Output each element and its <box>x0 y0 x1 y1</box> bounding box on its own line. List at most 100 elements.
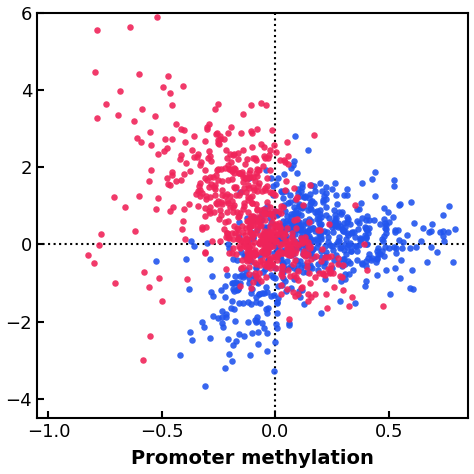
Point <box>316 210 324 218</box>
Point <box>310 254 318 261</box>
Point <box>161 135 169 143</box>
Point <box>235 242 242 250</box>
Point <box>331 217 339 224</box>
Point <box>323 304 331 312</box>
Point <box>236 300 243 307</box>
Point <box>202 192 210 200</box>
Point <box>280 274 287 282</box>
Point <box>222 313 230 320</box>
Point <box>212 199 220 207</box>
Point <box>221 218 229 226</box>
Point <box>436 228 444 236</box>
Point <box>329 228 337 236</box>
Point <box>254 167 262 174</box>
Point <box>234 149 242 157</box>
Point <box>258 319 265 327</box>
Point <box>253 318 260 326</box>
Point <box>262 241 269 249</box>
Point <box>259 268 266 276</box>
Point <box>412 244 420 251</box>
Point <box>295 239 303 246</box>
Point <box>262 283 270 291</box>
Point <box>229 152 237 159</box>
Point <box>319 258 327 265</box>
Point <box>409 266 416 273</box>
Point <box>223 190 231 198</box>
Point <box>296 192 304 200</box>
Point <box>247 101 255 109</box>
Point <box>266 255 274 263</box>
Point <box>376 220 383 228</box>
Point <box>348 293 356 301</box>
Point <box>293 240 301 248</box>
Point <box>252 272 259 280</box>
Point <box>201 204 209 211</box>
Point <box>217 165 225 173</box>
Point <box>257 99 264 106</box>
Point <box>282 237 289 245</box>
Point <box>248 199 256 207</box>
Point <box>346 239 354 246</box>
Point <box>309 225 317 232</box>
Point <box>264 251 271 258</box>
Point <box>194 202 201 210</box>
Point <box>244 254 251 261</box>
Point <box>253 173 261 180</box>
Point <box>258 232 266 239</box>
Point <box>319 199 327 206</box>
Point <box>263 198 271 205</box>
Point <box>219 323 227 330</box>
Point <box>219 200 226 208</box>
Point <box>288 218 295 225</box>
Point <box>245 243 253 251</box>
Point <box>225 350 233 357</box>
Point <box>147 166 155 174</box>
Point <box>298 187 305 194</box>
Point <box>245 255 253 262</box>
Point <box>309 237 317 245</box>
Point <box>286 236 294 244</box>
Point <box>241 272 249 279</box>
Point <box>290 210 297 217</box>
Point <box>263 182 270 190</box>
Point <box>262 242 270 249</box>
Point <box>266 214 274 222</box>
Point <box>403 231 410 239</box>
Point <box>256 232 264 239</box>
Point <box>287 263 295 270</box>
Point <box>248 199 255 207</box>
Point <box>247 173 255 181</box>
Point <box>339 227 346 234</box>
Point <box>192 190 200 197</box>
Point <box>283 257 290 265</box>
Point <box>291 244 299 252</box>
Point <box>343 191 351 199</box>
Point <box>273 211 281 219</box>
Point <box>343 186 350 193</box>
Point <box>449 258 457 265</box>
Point <box>237 279 244 287</box>
Point <box>187 237 195 245</box>
Point <box>357 235 365 242</box>
Point <box>338 208 346 216</box>
Point <box>180 205 187 213</box>
Point <box>190 153 198 161</box>
Point <box>337 273 344 280</box>
Point <box>278 249 286 257</box>
Point <box>245 275 252 283</box>
Point <box>243 239 250 247</box>
Point <box>228 250 236 257</box>
Point <box>273 237 280 244</box>
Point <box>236 169 243 177</box>
Point <box>234 236 242 243</box>
Point <box>322 248 330 256</box>
Point <box>263 248 270 256</box>
Point <box>235 212 243 220</box>
Point <box>327 261 335 268</box>
Point <box>382 222 390 229</box>
Point <box>263 329 271 337</box>
Point <box>237 244 244 252</box>
Point <box>357 199 365 206</box>
Point <box>267 231 275 239</box>
Point <box>337 210 345 218</box>
